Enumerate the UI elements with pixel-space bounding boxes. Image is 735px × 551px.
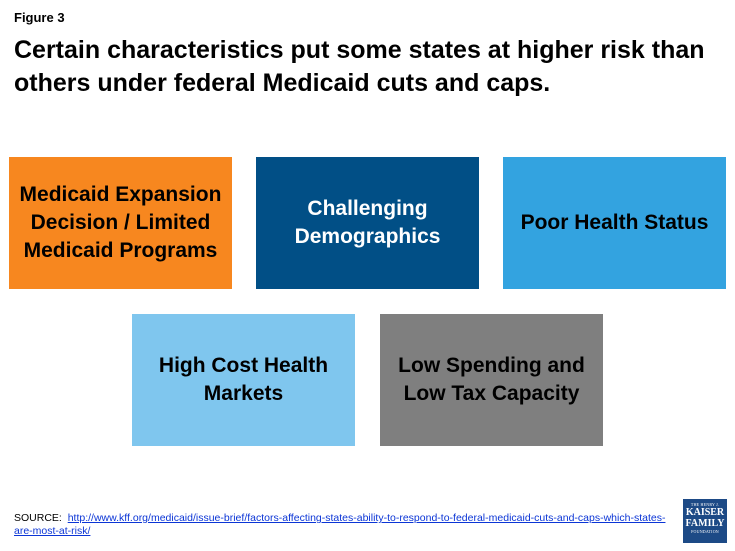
logo-line-1: THE HENRY J. (690, 502, 720, 507)
page-title: Certain characteristics put some states … (14, 36, 705, 97)
characteristic-label: Poor Health Status (520, 211, 709, 234)
logo-line-3: FAMILY (685, 518, 725, 529)
logo-line-2: KAISER (685, 507, 725, 518)
source-prefix: SOURCE: (14, 512, 62, 524)
characteristic-box-high-cost-markets: High Cost Health Markets (132, 314, 355, 446)
characteristic-box-medicaid-expansion: Medicaid Expansion Decision / Limited Me… (9, 157, 232, 289)
characteristic-box-demographics: Challenging Demographics (256, 157, 479, 289)
characteristic-label: Challenging Demographics (294, 197, 441, 248)
source-note: SOURCE: http://www.kff.org/medicaid/issu… (14, 512, 674, 538)
characteristic-box-low-spending: Low Spending and Low Tax Capacity (380, 314, 603, 446)
characteristic-label: Medicaid Expansion Decision / Limited Me… (19, 183, 222, 262)
characteristic-label: High Cost Health Markets (158, 354, 329, 405)
characteristic-label: Low Spending and Low Tax Capacity (398, 354, 585, 405)
source-link[interactable]: http://www.kff.org/medicaid/issue-brief/… (14, 512, 666, 537)
logo-line-4: FOUNDATION (691, 529, 719, 534)
characteristic-box-health-status: Poor Health Status (503, 157, 726, 289)
kff-logo: THE HENRY J. KAISER FAMILY FOUNDATION (683, 499, 727, 543)
figure-label: Figure 3 (14, 10, 65, 25)
